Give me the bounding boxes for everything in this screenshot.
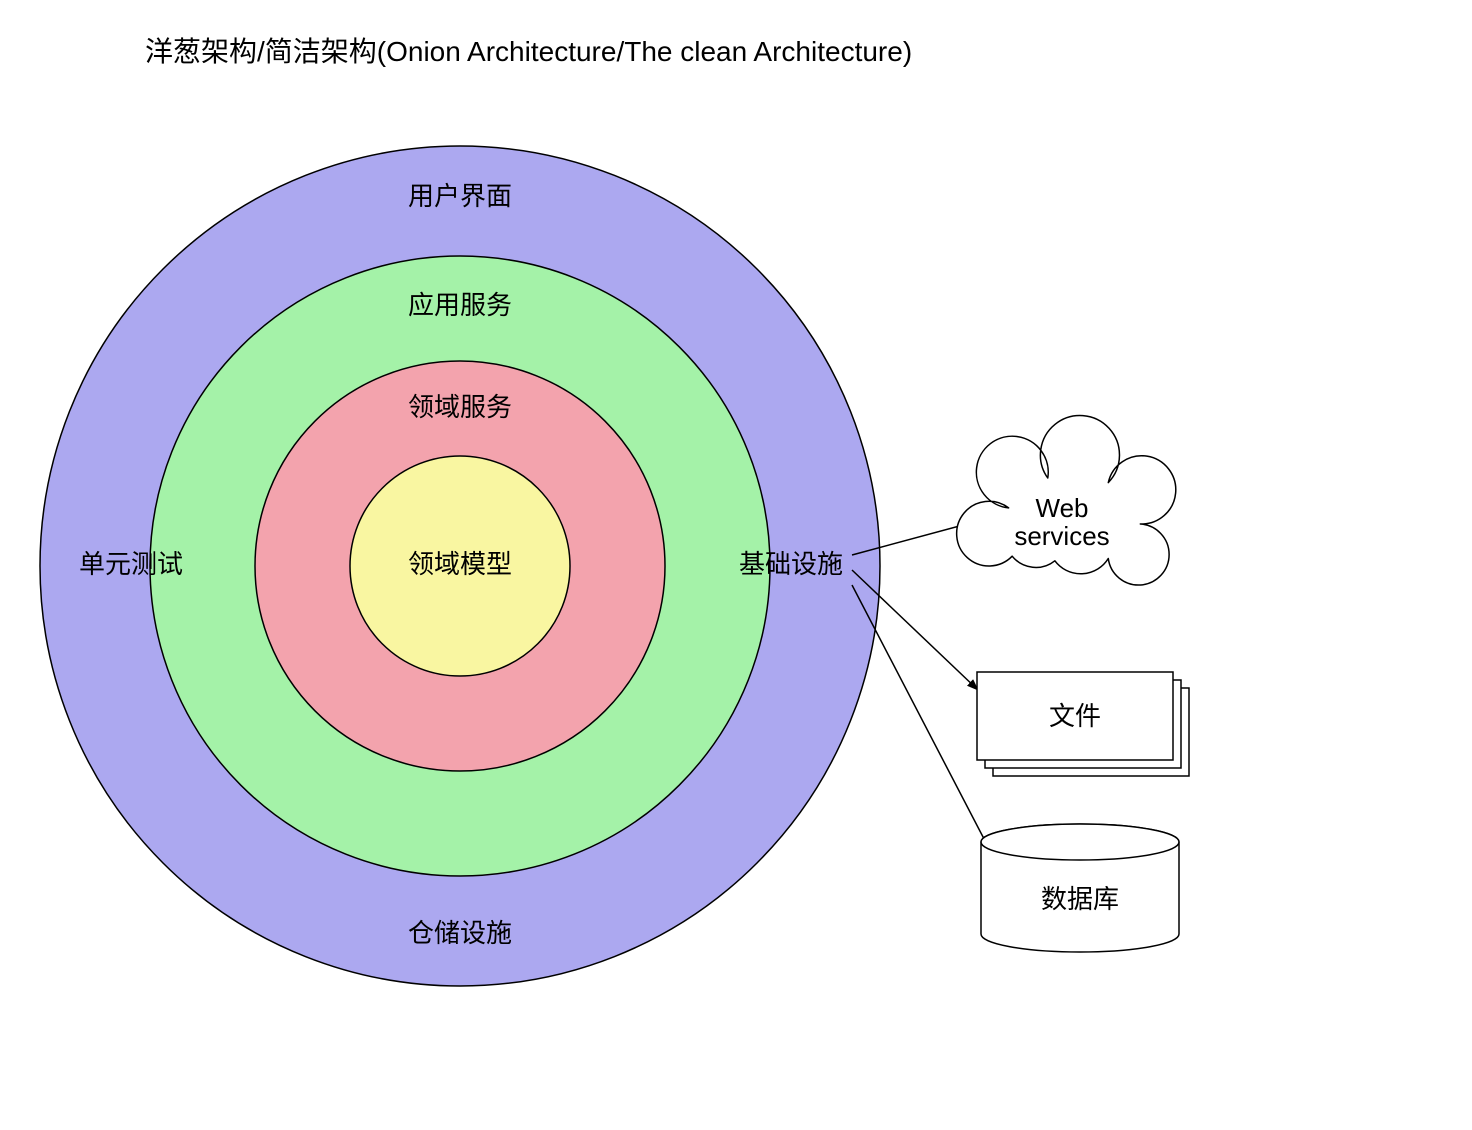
ring-0-label-0: 用户界面 bbox=[408, 181, 512, 211]
database-label: 数据库 bbox=[1041, 884, 1119, 914]
files-label: 文件 bbox=[1049, 701, 1101, 731]
cloud-label-0: Web bbox=[1036, 493, 1089, 523]
ring-0-label-2: 基础设施 bbox=[739, 549, 843, 579]
onion-diagram: Webservices 文件数据库 用户界面单元测试 基础设施仓储设施 应用服务领域服… bbox=[0, 0, 1472, 1130]
cloud-label-1: services bbox=[1014, 521, 1109, 551]
ring-0-label-3: 仓储设施 bbox=[408, 918, 512, 948]
ring-0-label-1: 单元测试 bbox=[79, 549, 183, 579]
ring-1-label-0: 应用服务 bbox=[408, 290, 512, 320]
database-top bbox=[981, 824, 1179, 860]
ring-2-label-0: 领域服务 bbox=[408, 392, 512, 422]
ring-3-label-0: 领域模型 bbox=[408, 549, 512, 579]
arrow-2 bbox=[852, 585, 995, 860]
